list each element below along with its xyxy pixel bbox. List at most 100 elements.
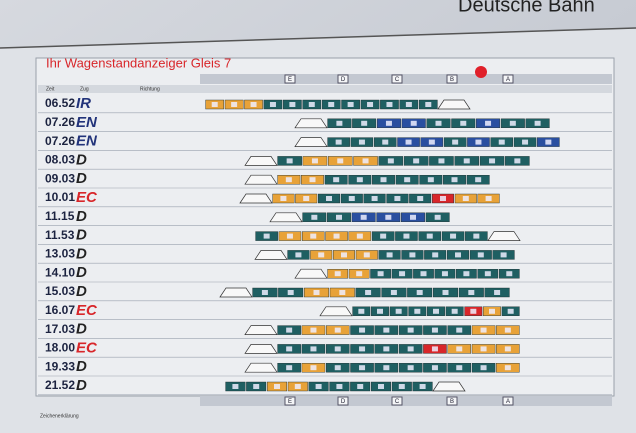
coach-number — [438, 158, 445, 164]
coach-number — [456, 365, 463, 371]
coach-number — [337, 158, 344, 164]
coach-number — [386, 102, 393, 107]
coach-number — [286, 365, 293, 371]
coach-number — [318, 252, 325, 258]
time: 14.10 — [45, 265, 75, 279]
coach-number — [414, 308, 421, 314]
coach-number — [514, 158, 521, 164]
time: 07.26 — [45, 115, 75, 129]
coach-number — [313, 290, 320, 295]
time: 11.53 — [45, 228, 75, 242]
coach-number — [326, 196, 332, 201]
train-type: D — [76, 151, 87, 168]
coach-number — [377, 271, 384, 277]
locomotive — [432, 381, 466, 392]
coach-number — [460, 120, 467, 126]
coach-number — [504, 365, 511, 371]
coach-number — [507, 308, 514, 314]
sector-band-top — [200, 74, 612, 84]
coach-number — [442, 290, 449, 295]
coach-number — [456, 346, 463, 352]
coach-number — [419, 384, 426, 389]
coach-number — [451, 177, 458, 183]
coach-number — [310, 233, 317, 239]
coach-number — [347, 102, 354, 107]
sector-bottom-box — [391, 396, 403, 406]
coach-number — [360, 214, 367, 220]
coach-number — [383, 346, 390, 352]
train-type: D — [76, 283, 87, 300]
locomotive — [244, 362, 278, 373]
coach-number — [407, 365, 414, 371]
coach-number — [356, 271, 363, 277]
coach-number — [334, 327, 341, 333]
coach-number — [356, 233, 363, 239]
coach-number — [359, 346, 366, 352]
time: 21.52 — [45, 378, 75, 392]
coach-number — [485, 196, 492, 201]
coach-number — [334, 271, 341, 277]
time: 11.15 — [45, 209, 75, 223]
coach-number — [341, 252, 347, 258]
coach-number — [410, 214, 416, 220]
sector-top: A — [506, 77, 510, 83]
sector-bottom: C — [395, 399, 400, 405]
coach-number — [425, 102, 432, 107]
coach-number — [311, 158, 318, 164]
coach-number — [285, 177, 292, 183]
coach-number — [452, 139, 459, 145]
coach-number — [485, 120, 492, 126]
locomotive — [244, 156, 278, 166]
coach-number — [432, 252, 439, 258]
coach-number — [522, 139, 529, 145]
coach-number — [358, 308, 365, 314]
coach-number — [407, 346, 414, 352]
board — [35, 57, 615, 397]
coach-number — [456, 327, 463, 333]
train-type: D — [76, 321, 87, 338]
coach-number — [286, 233, 293, 239]
train-type: EC — [76, 189, 98, 206]
coach-number — [399, 271, 406, 277]
coach-number — [357, 384, 364, 389]
locomotive — [294, 268, 328, 279]
coach-number — [398, 384, 405, 389]
coach-number — [356, 177, 363, 183]
coach-number — [504, 327, 511, 333]
train-type: EC — [76, 339, 98, 356]
time: 19.33 — [45, 359, 75, 373]
board-title: Ihr Wagenstandanzeiger Gleis 7 — [46, 55, 231, 70]
train-type: D — [76, 245, 87, 262]
coach-number — [333, 177, 340, 183]
coach-number — [386, 252, 393, 258]
coach-number — [441, 271, 448, 277]
coach-number — [450, 233, 457, 239]
locomotive — [239, 193, 273, 204]
coach-number — [383, 327, 390, 333]
coach-number — [494, 290, 501, 295]
coach-number — [404, 177, 411, 183]
locomotive — [244, 174, 278, 185]
sector-top-box — [446, 74, 458, 84]
coach-number — [295, 252, 302, 258]
coach-number — [477, 252, 484, 258]
coach-number — [420, 271, 427, 277]
time: 08.03 — [45, 153, 75, 167]
coach-number — [409, 252, 416, 258]
coach-number — [231, 102, 238, 107]
coach-number — [294, 384, 301, 389]
coach-number — [359, 327, 366, 333]
sector-top-box — [391, 74, 403, 84]
coach-number — [405, 102, 412, 107]
coach-number — [361, 120, 368, 126]
coach-number — [286, 327, 293, 333]
coach-number — [309, 177, 316, 183]
locomotive — [254, 250, 288, 260]
coach-number — [534, 120, 541, 126]
locomotive — [294, 137, 328, 147]
coach-number — [475, 177, 482, 183]
sector-top: B — [450, 77, 454, 83]
coach-number — [463, 271, 470, 277]
coach-number — [428, 139, 435, 145]
